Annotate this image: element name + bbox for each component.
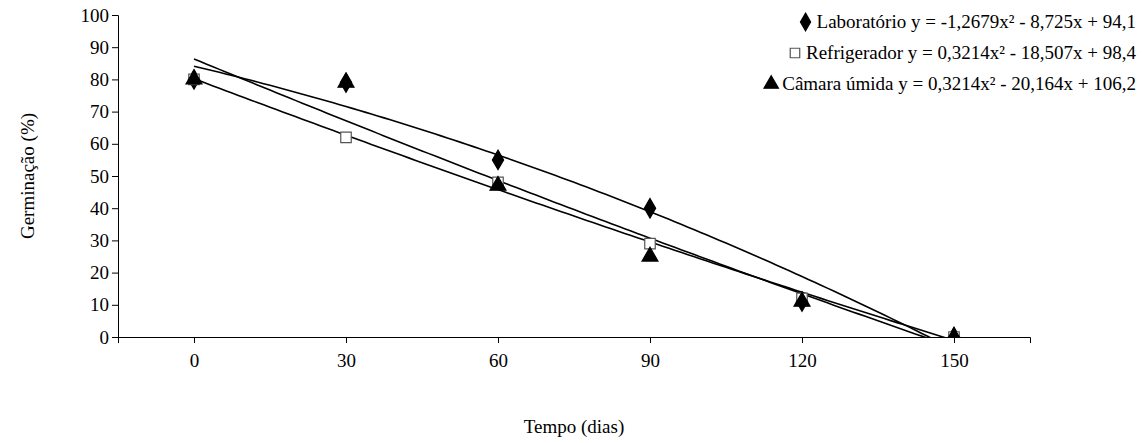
x-tick-mark — [954, 337, 955, 343]
y-tick-label: 60 — [90, 133, 109, 154]
y-tick-mark — [112, 15, 118, 16]
legend-label: Laboratório y = -1,2679x² - 8,725x + 94,… — [817, 11, 1136, 32]
y-tick-mark — [112, 337, 118, 338]
x-tick-mark — [650, 337, 651, 343]
marker — [186, 70, 202, 84]
x-tick-mark — [194, 337, 195, 343]
y-tick: 0 — [100, 327, 119, 348]
legend: Laboratório y = -1,2679x² - 8,725x + 94,… — [764, 11, 1136, 94]
y-tick: 50 — [90, 166, 118, 187]
y-tick: 20 — [90, 262, 118, 283]
marker — [642, 247, 658, 261]
x-tick-label: 120 — [788, 350, 817, 371]
y-tick-label: 40 — [90, 198, 109, 219]
y-tick: 40 — [90, 198, 118, 219]
legend-marker — [800, 13, 810, 31]
y-tick-mark — [112, 79, 118, 80]
y-axis: 0 10 20 30 40 50 60 70 80 90 100 — [81, 5, 119, 348]
plot-area — [186, 59, 962, 337]
y-tick-mark — [112, 208, 118, 209]
x-axis-line — [119, 338, 1031, 344]
legend-marker — [790, 48, 799, 57]
x-axis-title: Tempo (dias) — [524, 416, 625, 438]
y-tick: 100 — [81, 5, 119, 26]
y-tick-label: 80 — [90, 69, 109, 90]
x-tick: 0 — [190, 337, 200, 371]
trend-line — [194, 66, 954, 337]
legend-label: Câmara úmida y = 0,3214x² - 20,164x + 10… — [782, 73, 1136, 94]
y-tick-label: 10 — [90, 294, 109, 315]
y-axis-title: Germinação (%) — [17, 113, 39, 239]
x-tick-label: 60 — [489, 350, 508, 371]
y-tick-label: 20 — [90, 262, 109, 283]
x-tick-label: 30 — [337, 350, 356, 371]
x-tick-mark — [802, 337, 803, 343]
y-tick-mark — [112, 144, 118, 145]
x-tick: 90 — [641, 337, 660, 371]
y-tick: 60 — [90, 133, 118, 154]
y-tick-label: 90 — [90, 37, 109, 58]
y-tick-label: 0 — [100, 327, 110, 348]
y-tick: 10 — [90, 294, 118, 315]
y-tick: 70 — [90, 101, 118, 122]
legend-marker — [764, 76, 778, 88]
x-tick: 120 — [788, 337, 817, 371]
x-tick-mark — [498, 337, 499, 343]
marker — [338, 73, 354, 87]
y-tick-label: 100 — [81, 5, 110, 26]
trend-line — [194, 79, 954, 337]
y-tick-mark — [112, 47, 118, 48]
y-tick-label: 70 — [90, 101, 109, 122]
x-tick: 30 — [337, 337, 356, 371]
x-tick-mark — [346, 337, 347, 343]
marker — [644, 198, 655, 218]
y-tick: 30 — [90, 230, 118, 251]
y-tick: 90 — [90, 37, 118, 58]
x-tick: 150 — [940, 337, 969, 371]
y-tick-label: 50 — [90, 166, 109, 187]
legend-label: Refrigerador y = 0,3214x² - 18,507x + 98… — [806, 42, 1137, 63]
y-axis-line — [112, 16, 119, 338]
x-tick-label: 90 — [641, 350, 660, 371]
y-tick-mark — [112, 240, 118, 241]
marker — [794, 292, 810, 306]
y-tick-mark — [112, 305, 118, 306]
y-tick: 80 — [90, 69, 118, 90]
y-tick-mark — [112, 112, 118, 113]
x-tick-label: 0 — [190, 350, 200, 371]
y-tick-mark — [112, 273, 118, 274]
x-axis: 0 30 60 90 120 150 — [119, 337, 1031, 371]
y-tick-label: 30 — [90, 230, 109, 251]
trend-line — [194, 59, 954, 337]
marker — [492, 150, 503, 170]
x-tick: 60 — [489, 337, 508, 371]
chart: 0 30 60 90 120 150 0 10 20 30 40 50 60 70 80 90 100 Tempo… — [0, 0, 1142, 443]
marker — [946, 328, 962, 337]
y-tick-mark — [112, 176, 118, 177]
x-tick-label: 150 — [940, 350, 969, 371]
marker — [490, 176, 506, 190]
marker — [341, 132, 351, 142]
